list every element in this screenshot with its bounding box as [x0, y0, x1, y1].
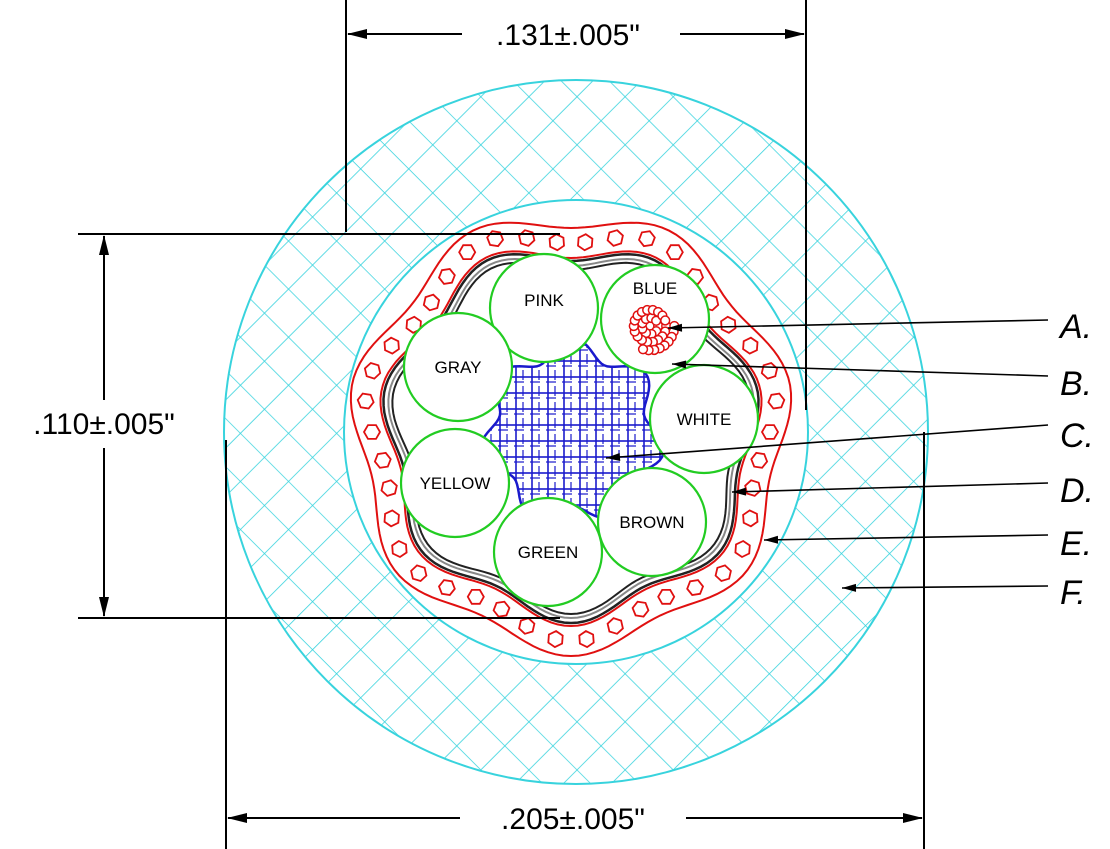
hex-mark	[637, 230, 656, 248]
hex-mark	[767, 392, 786, 410]
dimension-bottom-label: .205±.005"	[501, 803, 645, 836]
callout-labels: A. B. C. D. E. F.	[1058, 308, 1094, 612]
hex-mark	[744, 479, 762, 497]
wire-insulation	[399, 427, 511, 539]
wire-label: YELLOW	[420, 474, 491, 493]
callout-label: C.	[1060, 417, 1094, 455]
hex-mark	[518, 229, 536, 247]
hex-mark	[356, 392, 375, 410]
hex-mark	[714, 564, 732, 583]
hex-mark	[383, 336, 400, 355]
callout-label: A.	[1058, 308, 1092, 346]
callout-label: F.	[1060, 574, 1086, 612]
wire-group: PINK BLUE GRAY WHITE YELLOW BROWN GREEN	[399, 252, 760, 608]
hex-mark	[422, 293, 441, 312]
wire-label: GREEN	[518, 543, 578, 562]
callout-label: B.	[1060, 365, 1092, 403]
hex-mark	[631, 600, 650, 618]
callout-label: D.	[1060, 472, 1094, 510]
hex-mark	[363, 361, 382, 380]
hex-mark	[760, 361, 779, 380]
wire-label: GRAY	[435, 358, 482, 377]
hex-mark	[437, 268, 456, 285]
hex-mark	[657, 589, 676, 605]
callout-leader	[605, 424, 1049, 459]
hex-mark	[665, 244, 684, 260]
dimension-left-label: .110±.005"	[33, 408, 175, 441]
wire-label: PINK	[524, 291, 564, 310]
hex-mark	[380, 479, 398, 497]
wire-label: WHITE	[677, 410, 732, 429]
callout-leader	[731, 482, 1049, 493]
wire-label: BLUE	[633, 279, 677, 298]
wire-insulation	[596, 466, 708, 578]
hex-mark	[686, 579, 705, 596]
hex-mark	[410, 564, 428, 583]
hex-mark	[742, 336, 759, 355]
hex-mark	[606, 617, 624, 635]
wire-insulation	[488, 252, 600, 364]
callout-arrowhead	[842, 583, 857, 592]
strand	[637, 344, 649, 355]
callout-leader	[763, 534, 1049, 541]
callout-leader	[671, 363, 1049, 377]
strand	[660, 315, 671, 326]
callout-arrowhead	[606, 452, 621, 461]
wire-label: BROWN	[619, 513, 684, 532]
hex-mark	[458, 244, 477, 260]
hex-mark	[750, 451, 769, 469]
callout-leader	[841, 585, 1049, 589]
hex-mark	[373, 451, 392, 469]
hex-mark	[548, 233, 565, 252]
hex-mark	[734, 539, 751, 559]
callout-leaders	[605, 319, 1049, 592]
dimension-top-label: .131±.005"	[496, 19, 640, 52]
hex-mark	[492, 600, 511, 618]
hex-mark	[547, 630, 564, 649]
hex-mark	[760, 424, 780, 440]
dimension-lines	[78, 0, 925, 849]
hex-mark	[437, 579, 456, 596]
callout-arrowhead	[732, 487, 747, 496]
hex-mark	[577, 233, 594, 252]
hex-mark	[391, 539, 408, 559]
hex-mark	[606, 229, 624, 247]
hex-mark	[362, 424, 382, 440]
wire-insulation	[492, 496, 604, 608]
wire-insulation	[402, 311, 514, 423]
callout-arrowhead	[668, 323, 683, 332]
callout-arrowhead	[764, 535, 779, 544]
hex-mark	[742, 509, 759, 528]
callout-arrowhead	[672, 360, 687, 369]
hex-mark	[720, 315, 737, 334]
callout-label: E.	[1060, 525, 1092, 563]
callout-leader	[667, 319, 1049, 329]
hex-mark	[578, 630, 595, 649]
hex-mark	[486, 230, 505, 248]
hex-mark	[383, 509, 400, 528]
hex-mark	[466, 589, 485, 605]
